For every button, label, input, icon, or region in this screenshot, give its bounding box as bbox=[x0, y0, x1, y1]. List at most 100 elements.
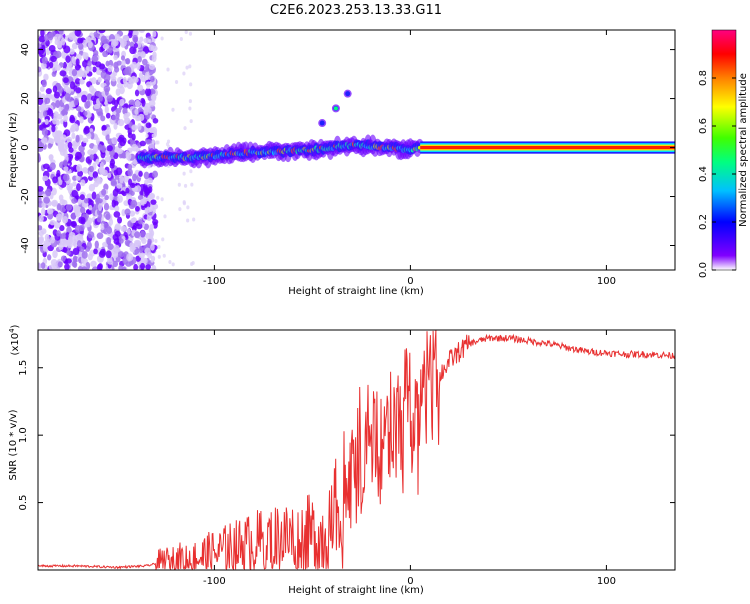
noise-speck bbox=[113, 211, 121, 218]
noise-speck bbox=[124, 67, 129, 75]
noise-speck bbox=[189, 169, 193, 174]
noise-speck bbox=[91, 77, 97, 85]
noise-speck bbox=[57, 138, 62, 146]
noise-speck bbox=[88, 183, 96, 192]
noise-speck bbox=[145, 75, 149, 80]
noise-speck bbox=[63, 166, 69, 172]
noise-speck bbox=[145, 122, 152, 129]
noise-speck bbox=[40, 262, 46, 270]
noise-speck bbox=[59, 233, 67, 239]
noise-speck bbox=[111, 136, 118, 145]
noise-speck bbox=[52, 250, 58, 259]
noise-speck bbox=[156, 195, 160, 200]
hook-point bbox=[345, 91, 351, 97]
noise-speck bbox=[70, 221, 75, 227]
noise-speck bbox=[56, 230, 61, 237]
noise-speck bbox=[55, 213, 63, 221]
noise-speck bbox=[53, 111, 59, 117]
noise-speck bbox=[41, 44, 46, 53]
noise-speck bbox=[64, 258, 72, 264]
noise-speck bbox=[142, 58, 148, 66]
noise-speck bbox=[81, 266, 88, 270]
noise-speck bbox=[106, 237, 112, 246]
noise-speck bbox=[95, 158, 100, 165]
noise-speck bbox=[101, 124, 107, 131]
noise-speck bbox=[150, 258, 154, 263]
snr-scale-label: (x104) bbox=[8, 324, 21, 355]
noise-speck bbox=[102, 38, 110, 45]
noise-speck bbox=[161, 237, 165, 242]
noise-speck bbox=[52, 176, 58, 184]
noise-speck bbox=[152, 203, 159, 210]
noise-speck bbox=[145, 133, 149, 138]
noise-speck bbox=[111, 115, 117, 121]
noise-speck bbox=[92, 66, 97, 73]
noise-speck bbox=[88, 85, 95, 93]
noise-speck bbox=[182, 171, 186, 176]
noise-speck bbox=[74, 64, 81, 71]
noise-speck bbox=[72, 255, 78, 263]
noise-speck bbox=[140, 262, 146, 270]
noise-speck bbox=[44, 118, 49, 125]
noise-speck bbox=[151, 93, 157, 102]
noise-speck bbox=[50, 30, 56, 37]
noise-speck bbox=[148, 38, 152, 43]
spectrogram-y-tick-label: -40 bbox=[20, 237, 31, 253]
noise-speck bbox=[140, 230, 146, 238]
noise-speck bbox=[183, 183, 188, 188]
noise-speck bbox=[44, 33, 50, 42]
noise-speck bbox=[71, 197, 77, 204]
noise-speck bbox=[105, 60, 110, 67]
noise-speck bbox=[90, 95, 96, 102]
noise-speck bbox=[138, 219, 144, 225]
noise-speck bbox=[62, 247, 68, 253]
snr-plot-area bbox=[38, 330, 675, 570]
noise-speck bbox=[38, 230, 44, 237]
snr-x-label: Height of straight line (km) bbox=[288, 585, 424, 596]
noise-speck bbox=[134, 89, 140, 97]
noise-speck bbox=[183, 126, 187, 131]
noise-speck bbox=[131, 124, 138, 131]
noise-speck bbox=[149, 223, 155, 230]
noise-speck bbox=[129, 210, 136, 217]
noise-speck bbox=[116, 82, 124, 89]
noise-speck bbox=[138, 72, 144, 79]
noise-speck bbox=[43, 110, 48, 117]
noise-speck bbox=[105, 213, 111, 221]
noise-speck bbox=[101, 188, 107, 196]
colorbar-tick-label: 0.4 bbox=[698, 166, 709, 182]
noise-speck bbox=[103, 222, 109, 229]
noise-speck bbox=[79, 246, 85, 253]
noise-speck bbox=[126, 253, 134, 262]
noise-speck bbox=[119, 175, 124, 184]
noise-speck bbox=[114, 33, 120, 40]
noise-speck bbox=[50, 55, 57, 63]
noise-speck bbox=[63, 114, 68, 123]
noise-speck bbox=[38, 196, 42, 204]
noise-speck bbox=[38, 140, 43, 149]
noise-speck bbox=[59, 204, 67, 213]
noise-speck bbox=[133, 30, 139, 37]
noise-speck bbox=[106, 95, 114, 103]
noise-speck bbox=[106, 145, 113, 152]
noise-speck bbox=[107, 243, 114, 250]
noise-speck bbox=[62, 159, 68, 167]
noise-speck bbox=[139, 140, 147, 147]
noise-speck bbox=[83, 127, 90, 134]
noise-speck bbox=[141, 237, 147, 245]
noise-speck bbox=[68, 182, 74, 190]
noise-speck bbox=[42, 175, 49, 182]
noise-speck bbox=[138, 245, 144, 254]
noise-speck bbox=[150, 199, 157, 205]
noise-speck bbox=[54, 33, 61, 42]
spectrogram-y-label: Frequency (Hz) bbox=[8, 112, 19, 188]
noise-speck bbox=[72, 141, 78, 150]
noise-speck bbox=[82, 51, 87, 60]
spectrogram-y-tick-label: 20 bbox=[20, 92, 31, 105]
noise-speck bbox=[69, 116, 76, 124]
spectrogram-y-tick-label: 0 bbox=[20, 144, 31, 150]
noise-speck bbox=[133, 42, 138, 49]
snr-x-ticks: -100 0 100 bbox=[203, 330, 616, 587]
noise-speck bbox=[131, 133, 136, 141]
snr-x-tick-label: 0 bbox=[407, 576, 413, 587]
